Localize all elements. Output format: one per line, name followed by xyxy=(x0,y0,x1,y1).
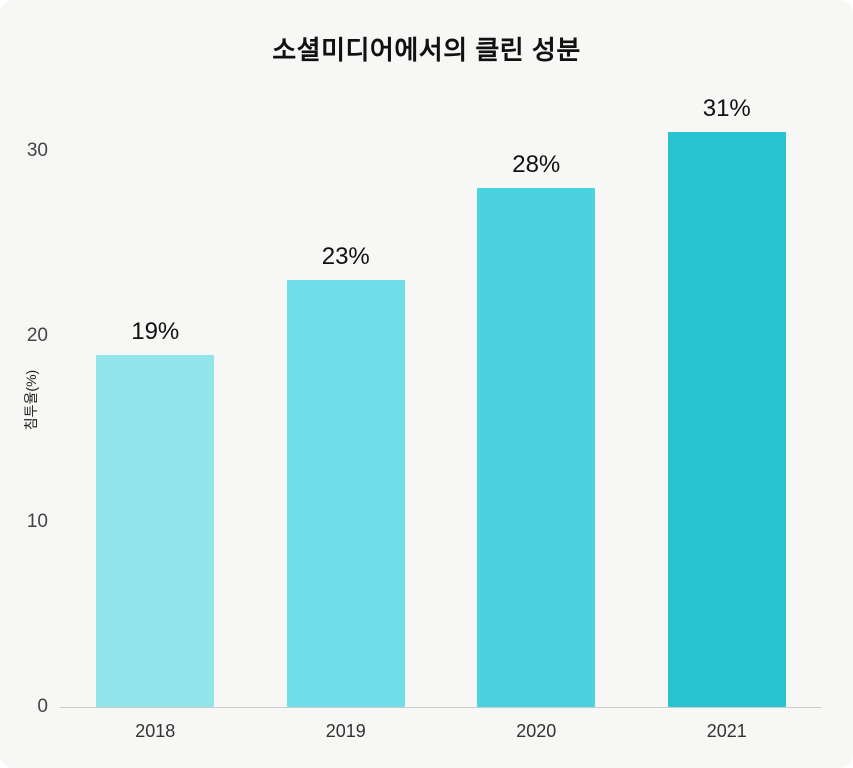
bar-column: 23% xyxy=(251,95,442,707)
bar-value-label: 23% xyxy=(321,243,370,271)
y-tick-label: 20 xyxy=(26,325,48,347)
y-tick-label: 10 xyxy=(26,510,48,532)
y-axis-label: 침투율(%) xyxy=(23,369,39,431)
bar-value-label: 31% xyxy=(702,95,751,123)
bar-value-label: 28% xyxy=(512,150,561,178)
x-tick-label: 2019 xyxy=(325,721,366,741)
bar xyxy=(96,354,215,707)
y-axis-ticks: 0 10 20 30 xyxy=(27,95,822,717)
x-axis-labels: 2018 2019 2020 2021 xyxy=(60,721,822,742)
y-tick-label: 30 xyxy=(26,139,48,161)
bar xyxy=(477,187,596,707)
plot-area: 0 10 20 30 19% 23% 28% 31% 2018 2019 2020 2021 xyxy=(27,95,822,741)
bar xyxy=(286,280,405,707)
bar xyxy=(667,132,786,707)
x-tick-label: 2018 xyxy=(135,721,176,741)
x-tick-label: 2020 xyxy=(516,721,557,741)
chart-title: 소셜미디어에서의 클린 성분 xyxy=(272,35,581,65)
bar-value-label: 19% xyxy=(131,317,180,345)
bar-column: 19% xyxy=(60,95,251,707)
bar-column: 31% xyxy=(632,95,823,707)
x-tick-label: 2021 xyxy=(706,721,747,741)
bar-series: 19% 23% 28% 31% xyxy=(60,95,822,707)
y-tick-label: 0 xyxy=(37,696,48,717)
bar-column: 28% xyxy=(441,95,632,707)
